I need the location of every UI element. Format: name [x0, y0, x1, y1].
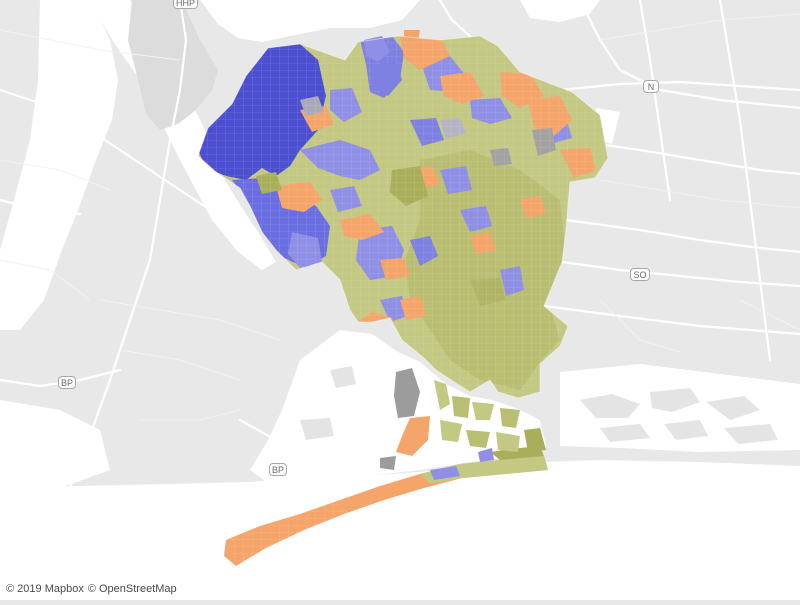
- openstreetmap-attribution-link[interactable]: © OpenStreetMap: [87, 583, 177, 595]
- bay-islands[interactable]: [380, 368, 546, 470]
- queens-choropleth[interactable]: [190, 30, 620, 410]
- highway-shield-n: N: [643, 80, 659, 93]
- sound-islands[interactable]: [364, 30, 420, 96]
- highway-shield-hhp: HHP: [173, 0, 198, 9]
- highway-shield-bp-west: BP: [58, 376, 76, 389]
- highway-shield-so: SO: [630, 268, 650, 281]
- marsh-islands: [300, 366, 778, 444]
- manhattan-landmass: [128, 0, 218, 130]
- highway-shield-bp-south: BP: [269, 463, 287, 476]
- minor-roads: [0, 13, 800, 421]
- map-attribution: © 2019 Mapbox © OpenStreetMap: [6, 583, 177, 595]
- mapbox-attribution-link[interactable]: © 2019 Mapbox: [6, 583, 84, 595]
- queens-boundary: [197, 35, 609, 399]
